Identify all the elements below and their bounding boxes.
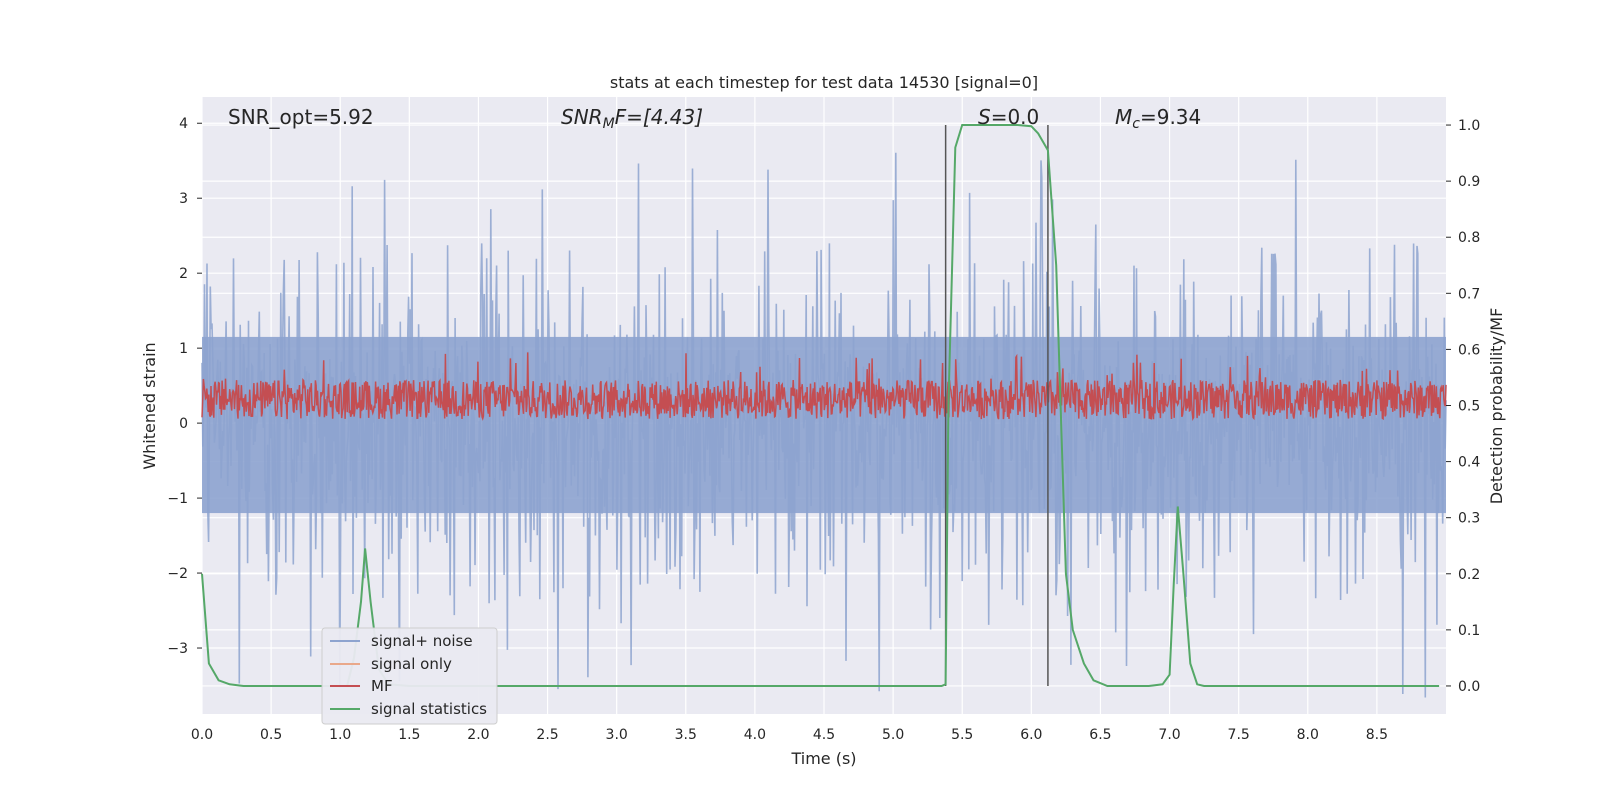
annotation-mc-rest: =9.34 bbox=[1140, 105, 1201, 129]
x-tick-label: 5.0 bbox=[882, 727, 904, 743]
series-mf bbox=[201, 352, 1447, 421]
y-right-tick-label: 0.5 bbox=[1458, 399, 1480, 415]
y-left-tick-label: 0 bbox=[179, 416, 188, 432]
legend-label-signal-statistics: signal statistics bbox=[371, 700, 487, 718]
legend-label-mf: MF bbox=[371, 677, 393, 695]
x-tick-label: 7.5 bbox=[1228, 727, 1250, 743]
y-left-tick-label: −1 bbox=[167, 491, 188, 507]
y-left-tick-labels: 4 3 2 1 0 −1 −2 −3 bbox=[167, 116, 202, 657]
x-tick-label: 7.0 bbox=[1158, 727, 1180, 743]
y-left-tick-label: 1 bbox=[179, 341, 188, 357]
x-tick-label: 5.5 bbox=[951, 727, 973, 743]
legend: signal+ noise signal only MF signal stat… bbox=[321, 627, 498, 725]
x-tick-labels: 0.0 0.5 1.0 1.5 2.0 2.5 3.0 3.5 4.0 4.5 5.0 5.5 6.0 6… bbox=[191, 727, 1388, 743]
y-axis-label-right: Detection probability/MF bbox=[1487, 308, 1506, 505]
annotation-s-main: S bbox=[978, 105, 991, 129]
y-right-tick-label: 0.8 bbox=[1458, 230, 1480, 246]
y-axis-label-left: Whitened strain bbox=[140, 342, 159, 469]
x-tick-label: 4.5 bbox=[813, 727, 835, 743]
annotation-mc-main: M bbox=[1115, 105, 1132, 129]
annotation-mc-sub: c bbox=[1132, 116, 1140, 132]
noise-band-fill bbox=[202, 336, 1446, 514]
y-right-tick-label: 0.7 bbox=[1458, 286, 1480, 302]
y-right-tick-label: 0.6 bbox=[1458, 342, 1480, 358]
annotation-s-rest: =0.0 bbox=[991, 105, 1040, 129]
y-right-tick-label: 0.9 bbox=[1458, 174, 1480, 190]
y-right-tick-label: 0.4 bbox=[1458, 455, 1480, 471]
chart-title: stats at each timestep for test data 145… bbox=[610, 73, 1038, 92]
x-tick-label: 2.5 bbox=[536, 727, 558, 743]
x-tick-label: 1.5 bbox=[398, 727, 420, 743]
y-right-tick-label: 0.1 bbox=[1458, 623, 1480, 639]
annotation-snr-opt: SNR_opt=5.92 bbox=[228, 105, 374, 129]
x-tick-label: 8.0 bbox=[1297, 727, 1319, 743]
y-left-tick-label: 2 bbox=[179, 266, 188, 282]
y-left-tick-label: 4 bbox=[179, 116, 188, 132]
annotation-snr-mf: SNRMF=[4.43] bbox=[561, 105, 703, 132]
annotation-snr-mf-rest: F=[4.43] bbox=[615, 105, 703, 129]
x-tick-label: 1.0 bbox=[329, 727, 351, 743]
x-tick-label: 2.0 bbox=[467, 727, 489, 743]
line-mf bbox=[201, 352, 1447, 421]
x-axis-label: Time (s) bbox=[790, 749, 856, 768]
x-tick-label: 6.0 bbox=[1020, 727, 1042, 743]
x-tick-label: 0.0 bbox=[191, 727, 213, 743]
annotation-s: S=0.0 bbox=[978, 105, 1039, 129]
y-left-tick-label: −3 bbox=[167, 641, 188, 657]
x-tick-label: 3.0 bbox=[606, 727, 628, 743]
series-signal-noise bbox=[201, 152, 1447, 698]
y-left-tick-label: 3 bbox=[179, 191, 188, 207]
legend-label-signal-only: signal only bbox=[371, 655, 452, 673]
annotation-snr-mf-sub: M bbox=[603, 116, 615, 132]
y-right-tick-label: 0.2 bbox=[1458, 567, 1480, 583]
annotation-snr-mf-main: SNR bbox=[561, 105, 603, 129]
y-right-tick-label: 1.0 bbox=[1458, 118, 1480, 134]
y-right-tick-labels: 1.0 0.9 0.8 0.7 0.6 0.5 0.4 0.3 0.2 0.1 0.0 bbox=[1446, 118, 1480, 695]
legend-label-signal-noise: signal+ noise bbox=[371, 632, 473, 650]
y-right-tick-label: 0.3 bbox=[1458, 511, 1480, 527]
x-tick-label: 4.0 bbox=[744, 727, 766, 743]
y-right-tick-label: 0.0 bbox=[1458, 679, 1480, 695]
legend-box bbox=[321, 627, 498, 725]
annotation-mc: Mc=9.34 bbox=[1115, 105, 1201, 132]
x-tick-label: 6.5 bbox=[1089, 727, 1111, 743]
y-left-tick-label: −2 bbox=[167, 566, 188, 582]
x-tick-label: 3.5 bbox=[675, 727, 697, 743]
x-tick-label: 0.5 bbox=[260, 727, 282, 743]
x-tick-label: 8.5 bbox=[1366, 727, 1388, 743]
